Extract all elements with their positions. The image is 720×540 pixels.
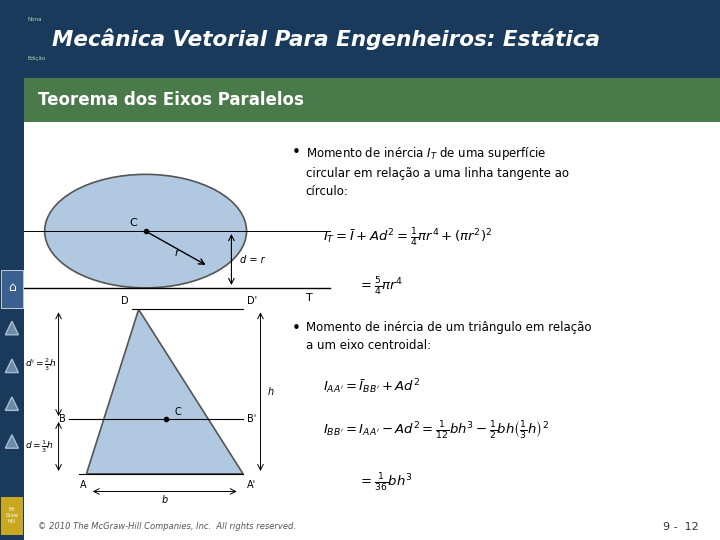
Text: •: • — [292, 321, 301, 336]
FancyBboxPatch shape — [1, 270, 22, 308]
Text: C: C — [130, 218, 138, 228]
Text: d = r: d = r — [240, 254, 264, 265]
FancyArrow shape — [5, 397, 19, 410]
Text: D': D' — [246, 295, 257, 306]
Text: 9 -  12: 9 - 12 — [663, 522, 699, 531]
Text: •: • — [292, 145, 301, 160]
Text: $= \frac{5}{4}\pi r^4$: $= \frac{5}{4}\pi r^4$ — [358, 276, 403, 298]
FancyArrow shape — [5, 435, 19, 448]
Text: $I_{BB'} = I_{AA'} - Ad^2 = \frac{1}{12}bh^3 - \frac{1}{2}bh\left(\frac{1}{3}h\r: $I_{BB'} = I_{AA'} - Ad^2 = \frac{1}{12}… — [323, 419, 549, 441]
Text: A: A — [80, 480, 86, 490]
FancyBboxPatch shape — [1, 497, 22, 535]
Polygon shape — [86, 309, 243, 474]
Text: $d'= \frac{2}{3}h$: $d'= \frac{2}{3}h$ — [25, 356, 57, 373]
Text: Teorema dos Eixos Paralelos: Teorema dos Eixos Paralelos — [37, 91, 304, 109]
Text: Momento de inércia de um triângulo em relação
a um eixo centroidal:: Momento de inércia de um triângulo em re… — [306, 321, 591, 352]
Text: r: r — [175, 247, 179, 258]
Text: ⌂: ⌂ — [8, 281, 16, 294]
Text: A': A' — [246, 480, 256, 490]
Text: D: D — [120, 295, 128, 306]
Text: $I_T = \bar{I} + Ad^2 = \frac{1}{4}\pi r^4 + \left(\pi r^2\right)^2$: $I_T = \bar{I} + Ad^2 = \frac{1}{4}\pi r… — [323, 227, 492, 249]
Circle shape — [45, 174, 246, 288]
Text: Mecânica Vetorial Para Engenheiros: Estática: Mecânica Vetorial Para Engenheiros: Está… — [52, 29, 600, 50]
Text: b: b — [161, 495, 168, 505]
Text: B: B — [59, 414, 66, 424]
Text: h: h — [267, 387, 274, 397]
FancyArrow shape — [5, 359, 19, 373]
Text: Mc
Graw
Hill: Mc Graw Hill — [6, 508, 18, 524]
Text: Momento de inércia $I_T$ de uma superfície
circular em relação a uma linha tange: Momento de inércia $I_T$ de uma superfíc… — [306, 145, 569, 198]
Text: Nona: Nona — [27, 17, 42, 22]
Text: Edição: Edição — [27, 56, 45, 61]
Text: © 2010 The McGraw-Hill Companies, Inc.  All rights reserved.: © 2010 The McGraw-Hill Companies, Inc. A… — [37, 522, 296, 531]
Text: $d= \frac{1}{3}h$: $d= \frac{1}{3}h$ — [25, 438, 54, 455]
Text: T: T — [306, 293, 312, 302]
Text: $I_{AA'} = \bar{I}_{BB'} + Ad^2$: $I_{AA'} = \bar{I}_{BB'} + Ad^2$ — [323, 378, 420, 396]
Text: B': B' — [246, 414, 256, 424]
Text: $= \frac{1}{36}bh^3$: $= \frac{1}{36}bh^3$ — [358, 472, 413, 494]
FancyArrow shape — [5, 321, 19, 335]
Text: C: C — [175, 407, 181, 417]
